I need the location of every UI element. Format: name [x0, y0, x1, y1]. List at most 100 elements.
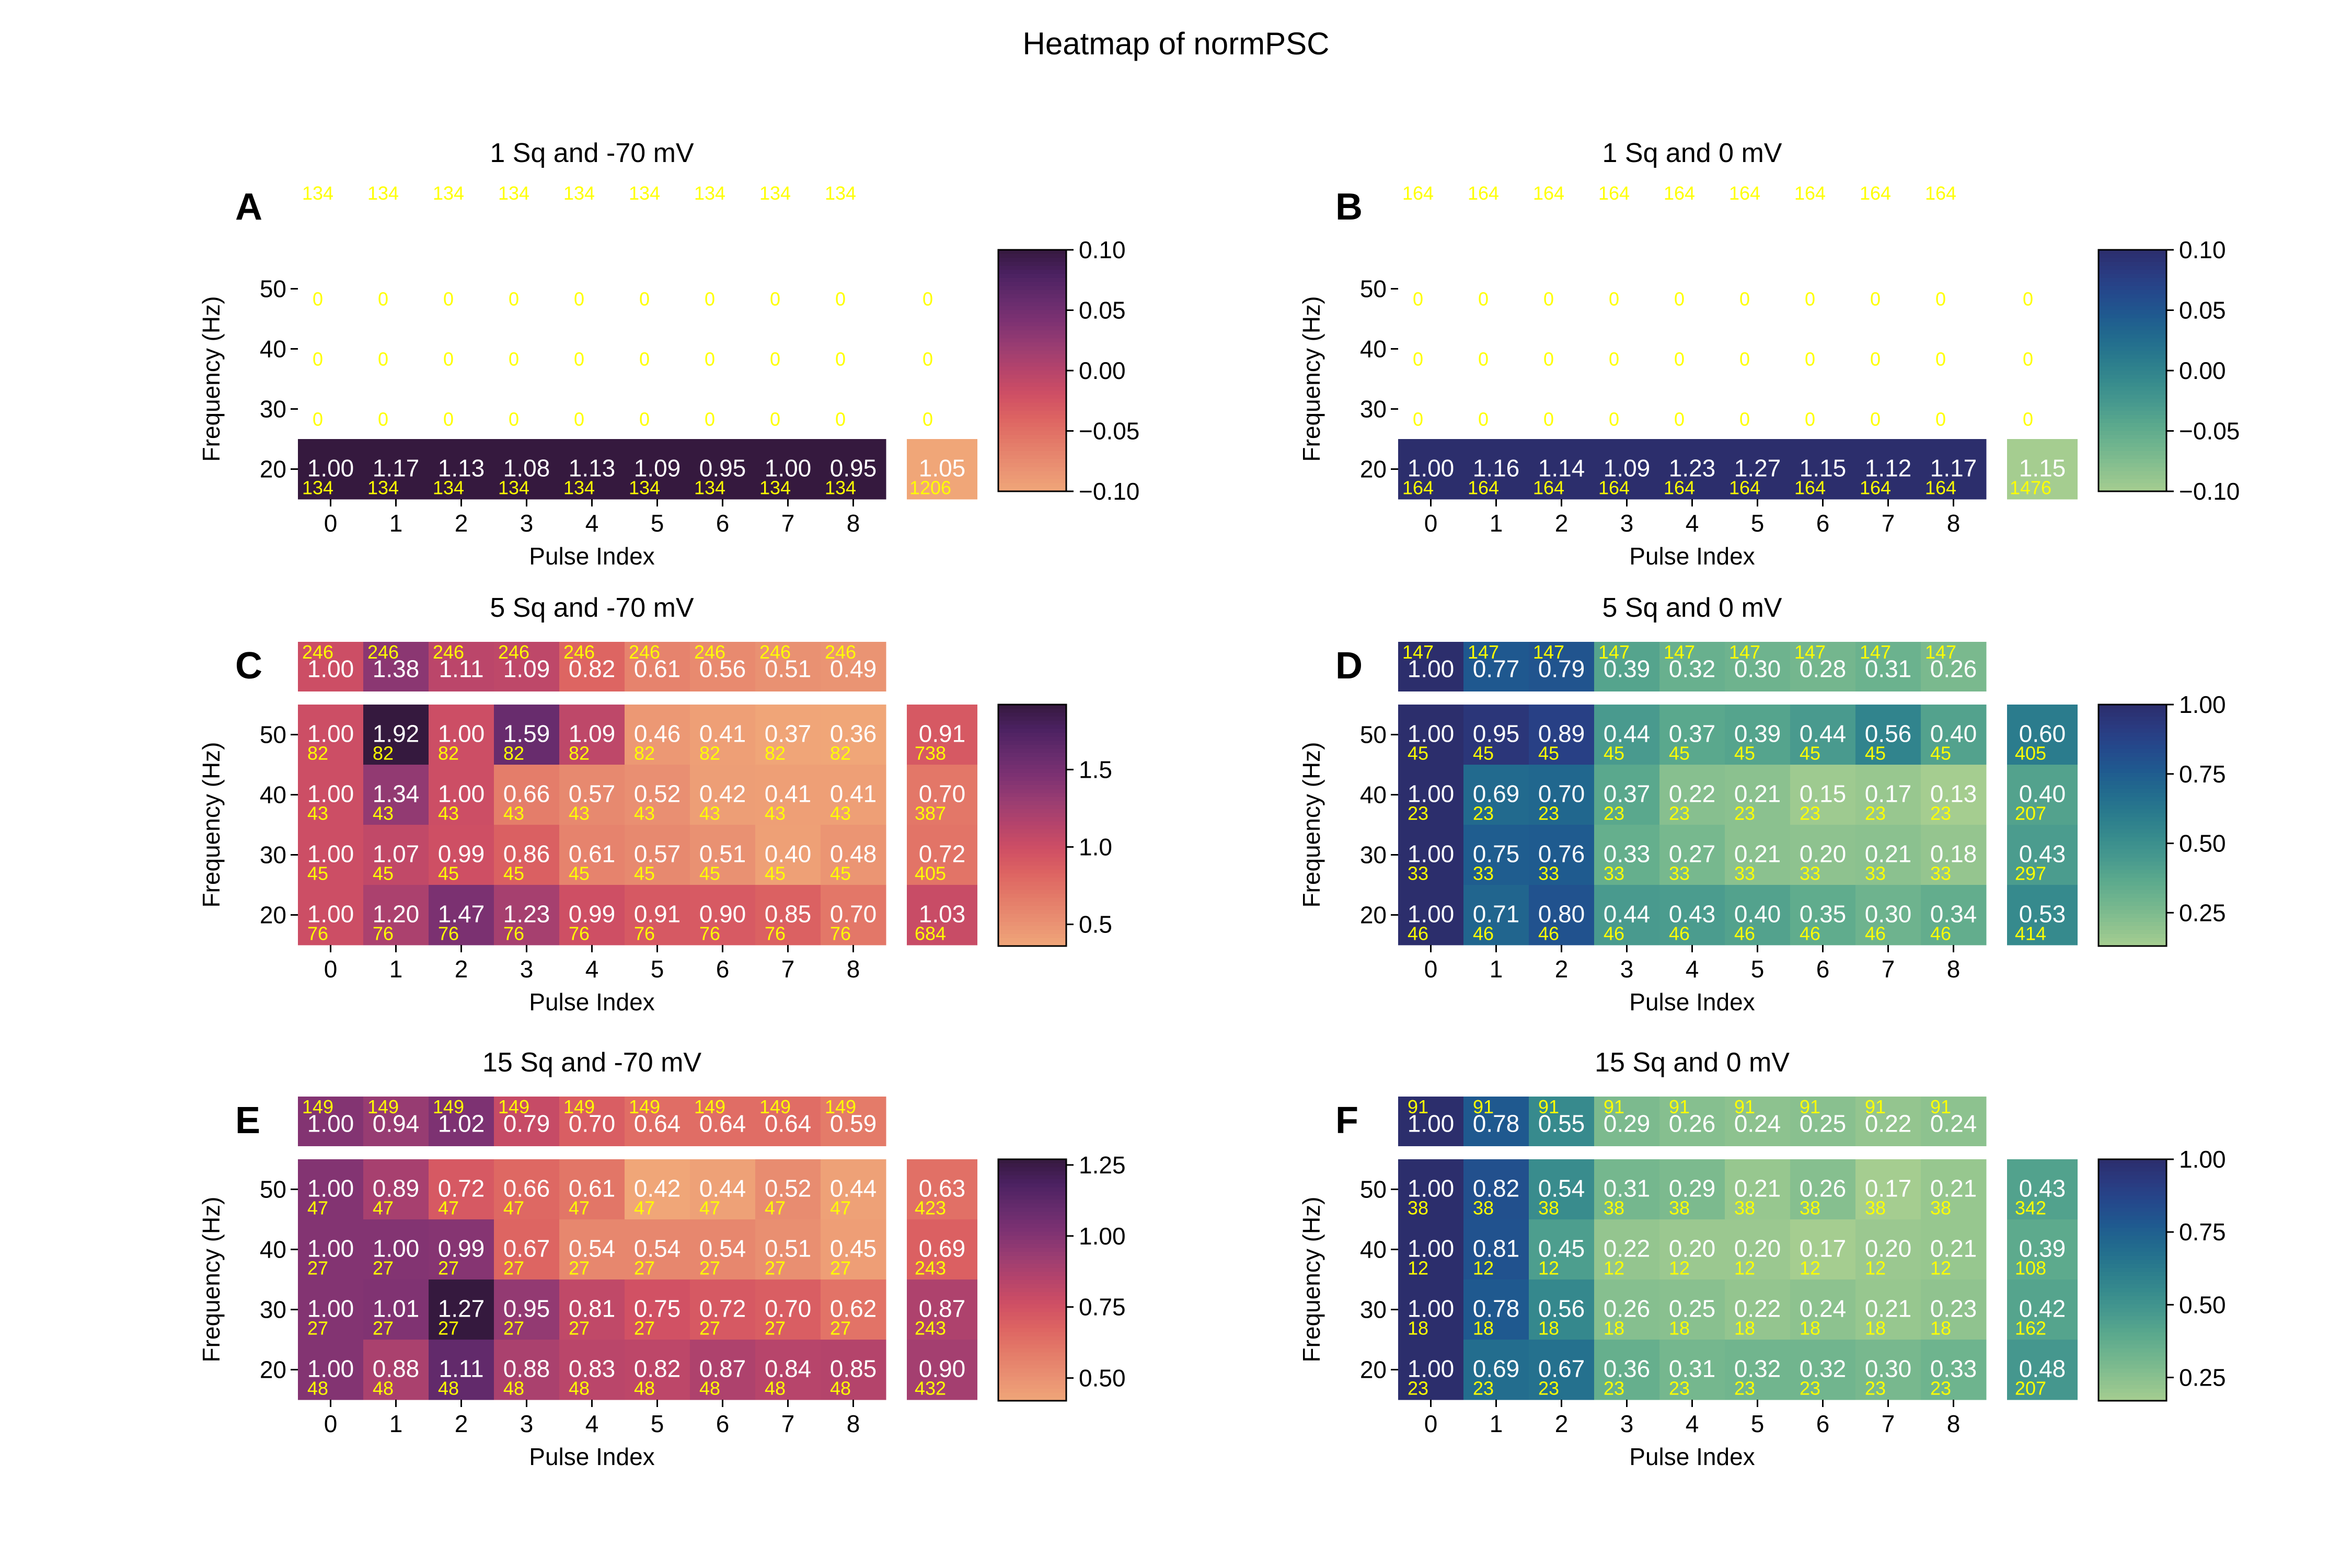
colorbar-step [998, 274, 1066, 279]
heat-cell-value: 0.54 [699, 1235, 746, 1262]
heat-cell [1398, 1279, 1464, 1340]
colorbar-frame [997, 704, 1067, 947]
heat-cell [1463, 439, 1529, 500]
colorbar-tick-label: 1.00 [2179, 1146, 2226, 1173]
heat-cell [559, 825, 625, 885]
colorbar-step [2099, 414, 2166, 419]
heat-cell-value: 0.99 [438, 840, 485, 868]
heat-cell-value: 1.47 [438, 901, 485, 928]
heat-cell-value: 0.91 [634, 901, 681, 928]
heat-cell-count: 23 [1669, 1378, 1690, 1399]
side-cell [907, 825, 977, 885]
heat-cell-count: 18 [1473, 1318, 1494, 1339]
y-tick-label: 50 [260, 721, 286, 748]
heat-cell-value: 0.72 [699, 1295, 746, 1322]
side-cell [2007, 1340, 2078, 1400]
heat-cell-value: 1.00 [438, 720, 485, 747]
heat-cell-value: 0.37 [1669, 720, 1716, 747]
colorbar-step [998, 250, 1066, 255]
heat-cell-count: 0 [705, 409, 715, 430]
colorbar-step [998, 426, 1066, 432]
top-cell-count: 147 [1794, 641, 1826, 663]
x-tick-label: 0 [1424, 955, 1438, 983]
heat-cell-count: 18 [1865, 1318, 1886, 1339]
heat-cell-value: 0.44 [830, 1175, 877, 1202]
heat-cell-value: 1.00 [1408, 780, 1455, 808]
top-cell [1921, 642, 1987, 691]
heat-cell-count: 45 [699, 863, 720, 884]
heat-cell-count: 38 [1538, 1197, 1559, 1219]
top-cell-value: 0.30 [1734, 655, 1781, 683]
heat-cell-value: 1.00 [307, 455, 354, 482]
top-cell-count: 164 [1533, 182, 1564, 204]
colorbar-step [2099, 1240, 2166, 1244]
top-cell [1659, 642, 1725, 691]
side-cell [907, 1340, 977, 1400]
colorbar-step [998, 1364, 1066, 1369]
heat-cell [1921, 705, 1987, 765]
top-cell [1855, 642, 1921, 691]
heat-cell [625, 885, 690, 946]
heat-cell-count: 38 [1408, 1197, 1428, 1219]
y-tick-label: 20 [1360, 1356, 1387, 1383]
y-tick-label: 30 [1360, 396, 1387, 423]
heat-cell-count: 0 [705, 289, 715, 310]
panel-letter: E [235, 1100, 260, 1142]
heat-cell-count: 27 [634, 1258, 655, 1279]
colorbar-step [2099, 258, 2166, 262]
heat-cell-count: 0 [705, 349, 715, 370]
colorbar-step [998, 1159, 1066, 1164]
side-cell [907, 1279, 977, 1340]
top-cell-count: 147 [1664, 641, 1695, 663]
colorbar-step [998, 1272, 1066, 1276]
heat-cell [429, 885, 494, 946]
heat-cell-count: 45 [1669, 743, 1690, 764]
x-tick-label: 2 [1555, 1410, 1569, 1437]
side-cell-value: 1.15 [2019, 455, 2066, 482]
heat-cell-value: 0.39 [1734, 720, 1781, 747]
colorbar-tick-label: 1.25 [1079, 1151, 1126, 1179]
heat-cell [363, 1159, 429, 1220]
heat-cell-value: 1.59 [503, 720, 550, 747]
heat-cell [298, 1219, 364, 1280]
y-tick-label: 20 [260, 1356, 286, 1383]
side-cell [2007, 825, 2078, 885]
heat-cell [559, 1279, 625, 1340]
heat-cell-value: 0.81 [1473, 1235, 1520, 1262]
colorbar-step [998, 1243, 1066, 1248]
colorbar-step [2099, 1328, 2166, 1333]
top-cell-count: 246 [367, 641, 399, 663]
heat-cell-count: 0 [1609, 409, 1619, 430]
colorbar-step [2099, 1288, 2166, 1293]
heat-cell-value: 0.62 [830, 1295, 877, 1322]
colorbar-step [998, 459, 1066, 464]
top-cell-count: 246 [759, 641, 791, 663]
top-cell [363, 642, 429, 691]
top-cell-value: 0.79 [1538, 655, 1585, 683]
x-tick-label: 7 [1882, 1410, 1895, 1437]
heat-cell-count: 23 [1669, 803, 1690, 824]
colorbar-step [998, 1397, 1066, 1401]
heat-cell [1855, 765, 1921, 825]
colorbar-step [998, 386, 1066, 391]
colorbar-step [2099, 250, 2166, 255]
y-tick-label: 50 [1360, 1176, 1387, 1203]
heat-cell-count: 12 [1408, 1258, 1428, 1279]
colorbar-step [2099, 1224, 2166, 1228]
colorbar-step [2099, 1183, 2166, 1188]
heat-cell-count: 164 [1468, 477, 1499, 499]
colorbar-step [998, 1336, 1066, 1341]
top-cell [1921, 1097, 1987, 1146]
heat-cell-value: 1.00 [307, 1355, 354, 1382]
colorbar-step [2099, 717, 2166, 721]
top-cell-value: 0.25 [1800, 1110, 1847, 1137]
top-cell [1529, 1097, 1595, 1146]
heat-cell-count: 0 [639, 349, 650, 370]
colorbar-step [2099, 475, 2166, 480]
heat-cell-value: 1.00 [1408, 1175, 1455, 1202]
heat-cell [1725, 1340, 1791, 1400]
colorbar-step [998, 414, 1066, 419]
y-axis-label: Frequency (Hz) [1298, 1197, 1325, 1363]
side-cell-count: 0 [923, 349, 933, 370]
side-cell [2007, 705, 2078, 765]
